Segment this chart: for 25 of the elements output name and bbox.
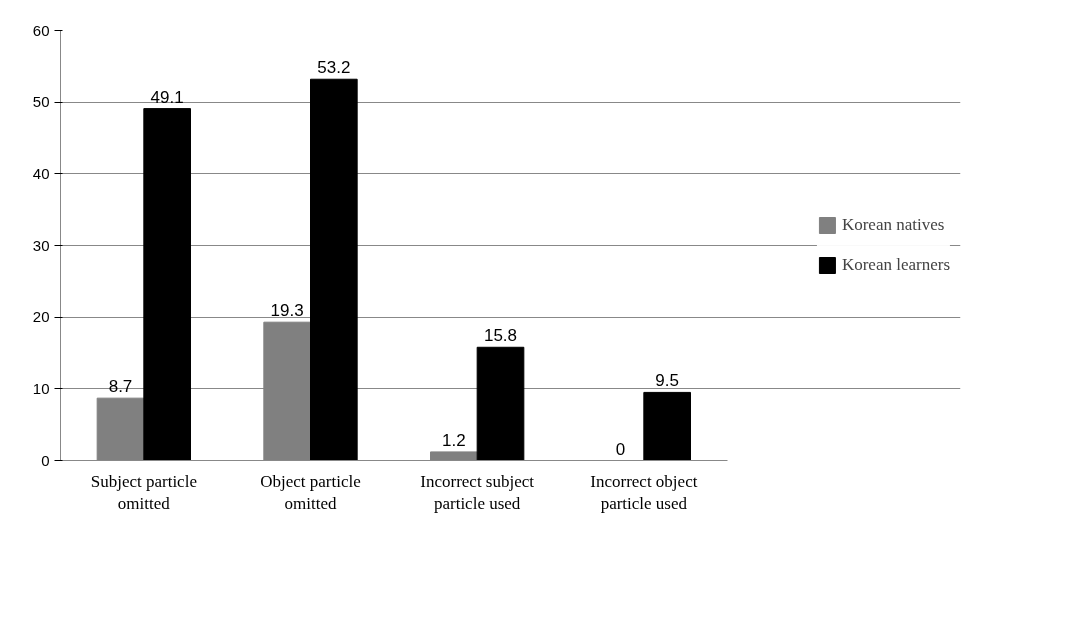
x-tick-label: Subject particle omitted [90, 471, 197, 514]
y-tick-label: 0 [41, 451, 50, 469]
data-label: 9.5 [655, 371, 679, 391]
y-tick-label: 60 [32, 21, 50, 39]
y-tick-label: 10 [32, 379, 50, 397]
x-tick-label: Incorrect subject particle used [420, 471, 535, 514]
bar [643, 391, 691, 461]
legend-label: Korean learners [841, 255, 950, 275]
x-tick-label: Incorrect object particle used [590, 471, 698, 514]
bar [310, 78, 358, 461]
data-label: 19.3 [270, 301, 304, 321]
y-tick-label: 40 [32, 164, 50, 182]
data-label: 0 [615, 439, 626, 459]
bar [143, 108, 191, 461]
x-tick-label: Object particle omitted [260, 471, 361, 514]
data-label: 53.2 [317, 58, 351, 78]
data-label: 49.1 [150, 87, 184, 107]
y-tick-label: 30 [32, 236, 50, 254]
y-tick-label: 20 [32, 308, 50, 326]
data-label: 15.8 [483, 326, 518, 346]
legend-label: Korean natives [841, 215, 945, 235]
data-label: 1.2 [442, 430, 466, 450]
data-label: 8.7 [108, 377, 133, 397]
bar [476, 346, 525, 461]
y-tick-label: 50 [32, 93, 50, 111]
